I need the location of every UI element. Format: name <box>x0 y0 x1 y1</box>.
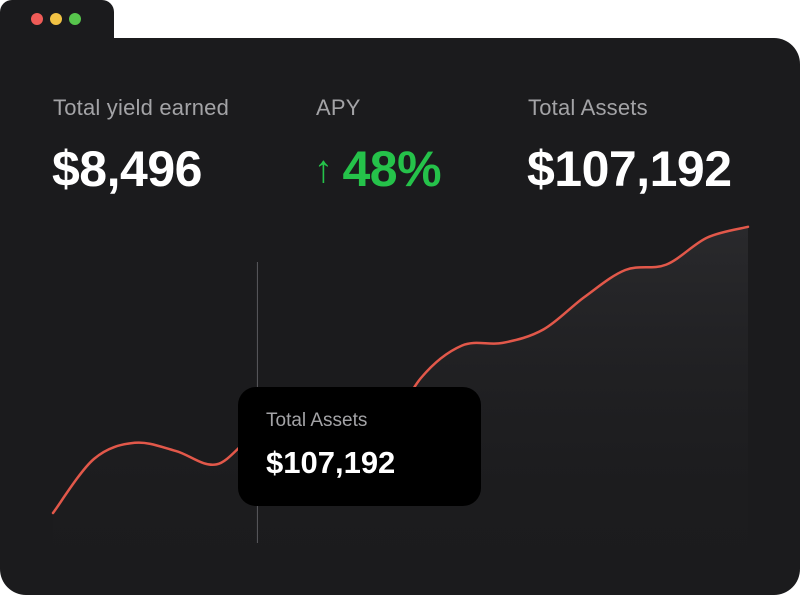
close-window-button[interactable] <box>31 13 43 25</box>
apy-value: 48% <box>342 141 442 197</box>
maximize-window-button[interactable] <box>69 13 81 25</box>
chart-tooltip: Total Assets $107,192 <box>238 387 481 506</box>
total-assets-value: $107,192 <box>527 141 732 197</box>
assets-line-chart[interactable] <box>0 38 800 595</box>
apy-value-group: ↑ 48% <box>314 140 442 198</box>
tooltip-value: $107,192 <box>266 445 396 480</box>
total-yield-label: Total yield earned <box>53 95 230 120</box>
chart-area-fill <box>53 226 748 595</box>
arrow-up-icon: ↑ <box>314 148 333 191</box>
total-yield-value: $8,496 <box>52 141 202 197</box>
dashboard-window: Total yield earned $8,496 APY ↑ 48% Tota… <box>0 38 800 595</box>
total-assets-label: Total Assets <box>528 95 648 120</box>
tooltip-label: Total Assets <box>266 410 368 431</box>
minimize-window-button[interactable] <box>50 13 62 25</box>
apy-label: APY <box>316 95 361 120</box>
